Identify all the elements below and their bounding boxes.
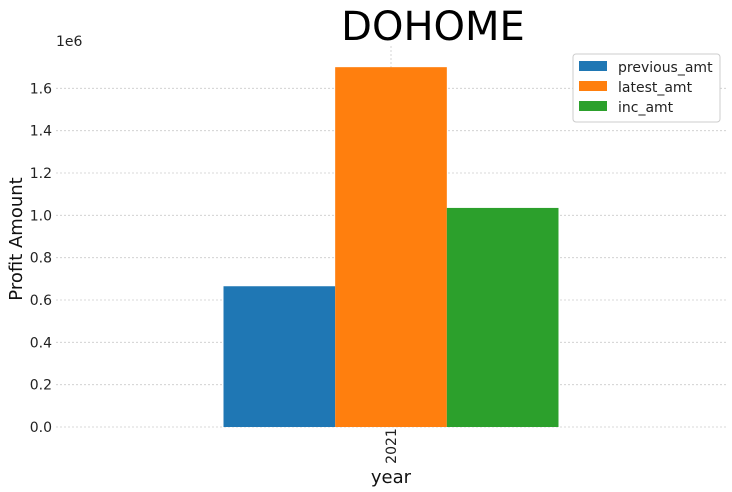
x-axis-label: year — [371, 467, 412, 488]
legend-box — [572, 53, 721, 123]
x-tick-label: 2021 — [384, 428, 400, 464]
bar-previous_amt — [223, 286, 336, 427]
y-tick-label: 0.4 — [30, 335, 52, 351]
y-tick-label: 1.2 — [30, 166, 52, 182]
legend-swatch-inc_amt — [579, 101, 607, 111]
y-axis-offset-label: 1e6 — [56, 34, 83, 50]
x-axis-ticks: 2021 — [384, 428, 400, 464]
legend-swatch-previous_amt — [579, 61, 607, 71]
y-axis-label: Profit Amount — [6, 177, 27, 300]
y-tick-label: 0.8 — [30, 251, 52, 267]
legend-label-latest_amt: latest_amt — [618, 80, 693, 96]
y-tick-label: 0.6 — [30, 293, 52, 309]
bars — [223, 67, 559, 428]
legend: previous_amt latest_amt inc_amt — [572, 53, 721, 123]
legend-label-previous_amt: previous_amt — [618, 60, 713, 76]
y-tick-label: 0.2 — [30, 378, 52, 394]
y-tick-label: 0.0 — [30, 420, 52, 436]
y-tick-label: 1.6 — [30, 81, 52, 97]
y-tick-label: 1.0 — [30, 208, 52, 224]
y-axis-ticks: 0.0 0.2 0.4 0.6 0.8 1.0 1.2 1.4 1.6 — [30, 81, 52, 436]
bar-latest_amt — [335, 67, 447, 428]
legend-label-inc_amt: inc_amt — [618, 100, 674, 116]
y-tick-label: 1.4 — [30, 124, 52, 140]
legend-swatch-latest_amt — [579, 81, 607, 91]
bar-inc_amt — [446, 207, 559, 427]
chart-title: DOHOME — [341, 4, 525, 50]
